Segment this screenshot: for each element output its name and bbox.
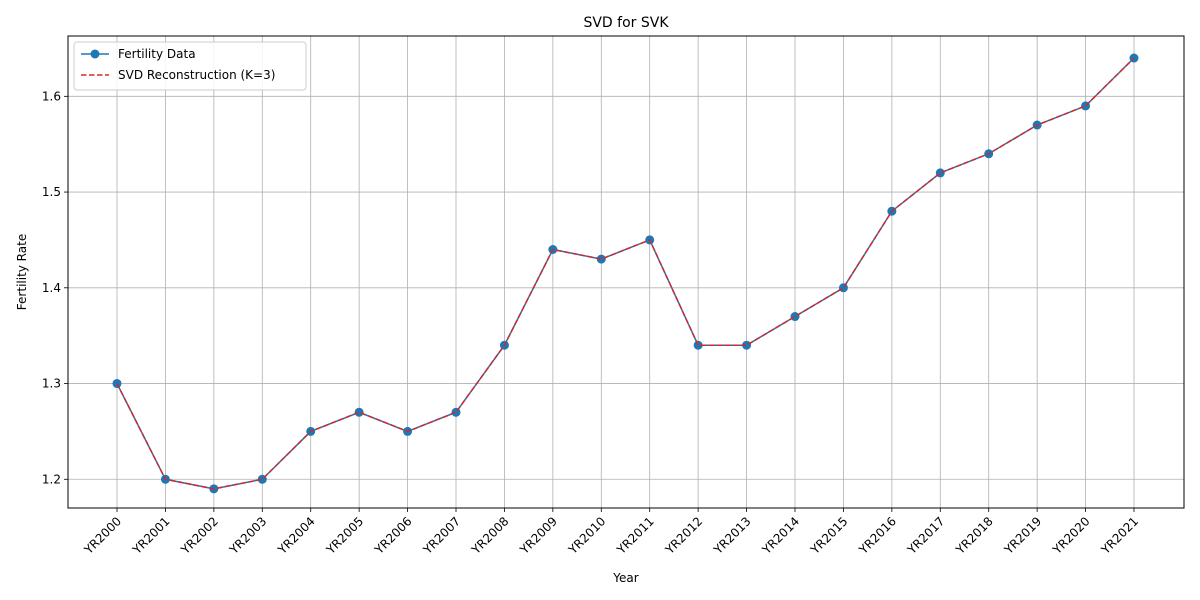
data-point (742, 340, 752, 350)
legend-label-svd-reconstruction: SVD Reconstruction (K=3) (118, 68, 275, 82)
x-axis-label: Year (612, 571, 638, 585)
data-point (596, 254, 606, 264)
y-ticks: 1.2 1.3 1.4 1.5 1.6 (42, 89, 68, 486)
data-point (354, 407, 364, 417)
series-layer (112, 53, 1139, 494)
y-tick-label: 1.3 (42, 377, 61, 391)
data-point (838, 283, 848, 293)
plot-frame (67, 35, 1185, 509)
y-tick-label: 1.6 (42, 89, 61, 103)
legend-label-fertility-data: Fertility Data (118, 47, 196, 61)
y-tick-label: 1.4 (42, 281, 61, 295)
legend-box (73, 41, 307, 91)
y-tick-label: 1.5 (42, 185, 61, 199)
grid (68, 36, 1184, 508)
data-point (693, 340, 703, 350)
y-tick-label: 1.2 (42, 472, 61, 486)
legend: Fertility Data SVD Reconstruction (K=3) (73, 41, 307, 91)
series-line-svd-reconstruction (116, 57, 1135, 490)
chart-title: SVD for SVK (583, 15, 669, 31)
legend-marker-fertility-data (90, 49, 100, 59)
y-axis-label: Fertility Rate (15, 234, 29, 310)
data-point (790, 312, 800, 322)
